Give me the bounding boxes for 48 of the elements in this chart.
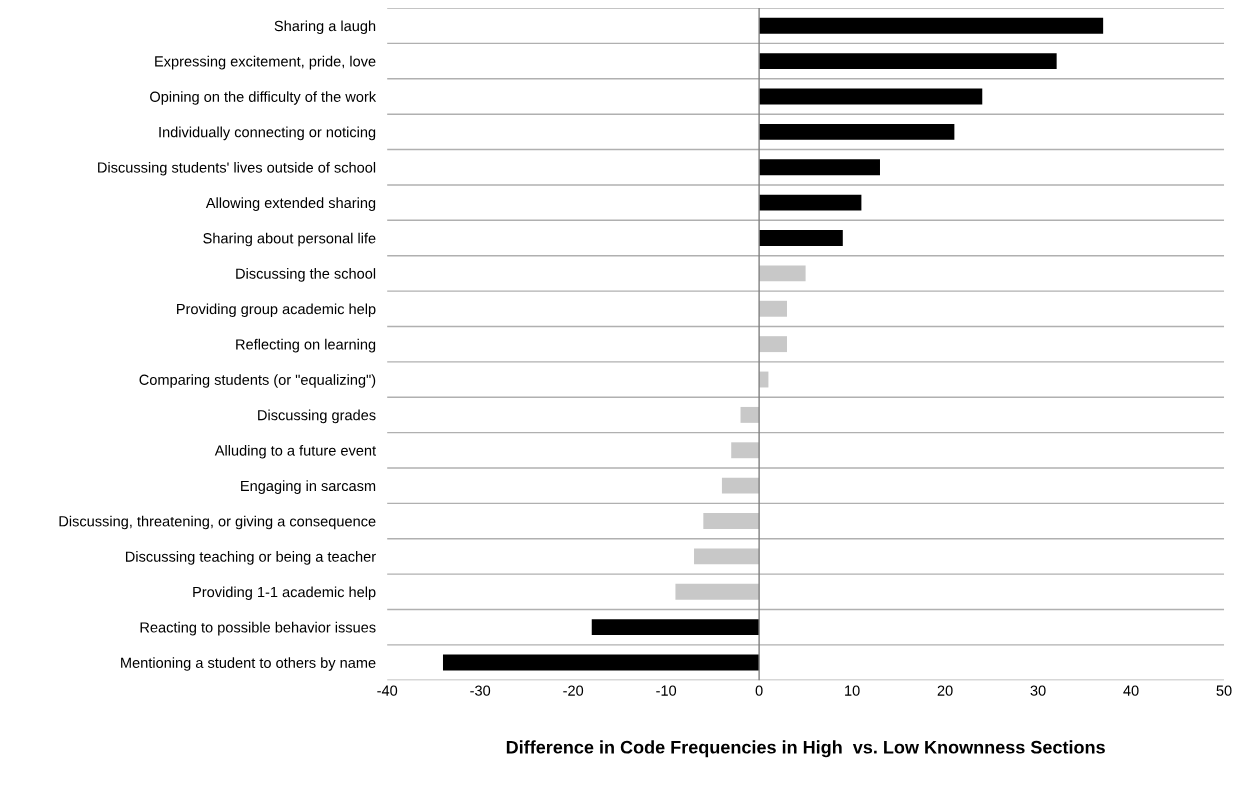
y-tick-label: Discussing students' lives outside of school bbox=[98, 161, 376, 176]
bar bbox=[694, 548, 760, 565]
bar bbox=[740, 406, 760, 423]
y-tick-label: Discussing the school bbox=[236, 268, 376, 282]
bar bbox=[759, 336, 788, 353]
bar bbox=[759, 159, 880, 176]
x-tick-label: 40 bbox=[1123, 685, 1139, 696]
y-tick-label: Discussing grades bbox=[258, 409, 376, 424]
x-axis-title: Difference in Code Frequencies in High vs. Low Knownness Sections bbox=[506, 740, 1105, 758]
bar bbox=[721, 477, 760, 494]
bar bbox=[703, 513, 760, 529]
y-tick-label: Sharing a laugh bbox=[274, 20, 376, 35]
y-tick-label: Discussing teaching or being a teacher bbox=[125, 551, 376, 565]
x-tick-label: -10 bbox=[656, 685, 677, 696]
bar bbox=[759, 53, 1057, 70]
x-tick-label: 30 bbox=[1030, 685, 1046, 696]
y-tick-label: Discussing, threatening, or giving a consequence bbox=[59, 515, 376, 530]
bar bbox=[759, 265, 806, 282]
y-tick-label: Individually connecting or noticing bbox=[159, 126, 376, 141]
bar bbox=[442, 654, 760, 671]
bar bbox=[675, 583, 760, 600]
bar bbox=[759, 123, 955, 140]
bar bbox=[759, 230, 843, 246]
y-tick-label: Reacting to possible behavior issues bbox=[140, 621, 376, 636]
bar bbox=[731, 442, 760, 459]
y-tick-label: Engaging in sarcasm bbox=[241, 480, 376, 494]
x-tick-label: -20 bbox=[563, 685, 584, 696]
x-tick-label: 10 bbox=[845, 685, 860, 696]
y-tick-label: Providing 1-1 academic help bbox=[193, 586, 376, 601]
x-tick-label: 0 bbox=[755, 685, 763, 696]
x-tick-label: -30 bbox=[470, 685, 491, 696]
y-tick-label: Alluding to a future event bbox=[214, 444, 376, 459]
y-tick-label: Allowing extended sharing bbox=[205, 197, 376, 211]
bar bbox=[759, 300, 788, 317]
y-tick-label: Opining on the difficulty of the work bbox=[150, 91, 377, 105]
bar bbox=[759, 194, 862, 211]
x-tick-label: -40 bbox=[377, 685, 398, 696]
bar bbox=[759, 88, 983, 105]
x-tick-label: 50 bbox=[1216, 685, 1232, 696]
y-tick-label: Mentioning a student to others by name bbox=[121, 657, 376, 671]
y-tick-label: Providing group academic help bbox=[177, 303, 376, 318]
y-tick-label: Comparing students (or "equalizing") bbox=[139, 374, 376, 388]
y-tick-label: Expressing excitement, pride, love bbox=[155, 55, 376, 70]
x-tick-label: 20 bbox=[937, 685, 953, 696]
y-tick-label: Reflecting on learning bbox=[236, 338, 376, 353]
y-tick-label: Sharing about personal life bbox=[203, 232, 376, 247]
bar bbox=[591, 619, 760, 636]
bar bbox=[759, 17, 1104, 34]
